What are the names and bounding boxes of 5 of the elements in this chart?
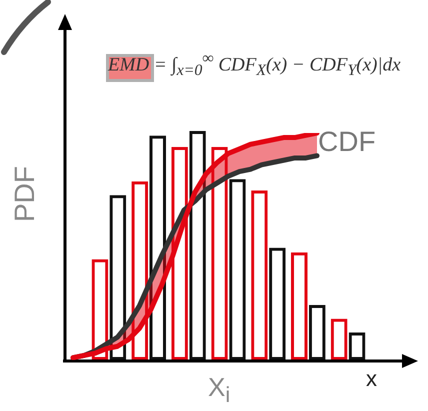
text: x	[366, 366, 377, 392]
text: EMD = ∫$_{x=0}$$^{∞}$ CDF$_{X}$(x) − CDF$_{Y}$(x)|dx	[108, 50, 401, 80]
y-axis-title: PDF	[9, 166, 41, 222]
annotation: CDF	[318, 126, 376, 158]
x-axis-title: X$_{i}$	[208, 372, 230, 408]
